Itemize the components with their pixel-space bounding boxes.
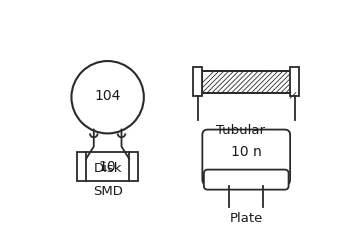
Bar bbox=[202, 71, 291, 93]
Bar bbox=[290, 67, 299, 97]
Text: 104: 104 bbox=[95, 89, 121, 103]
Text: 10 n: 10 n bbox=[231, 145, 262, 159]
Text: Disk: Disk bbox=[94, 162, 122, 175]
Bar bbox=[202, 71, 291, 93]
Text: Plate: Plate bbox=[230, 212, 263, 225]
Text: 10: 10 bbox=[99, 160, 117, 174]
Bar bbox=[77, 152, 139, 181]
FancyBboxPatch shape bbox=[204, 170, 289, 190]
FancyBboxPatch shape bbox=[202, 130, 290, 185]
Text: Tubular: Tubular bbox=[216, 124, 265, 137]
Text: SMD: SMD bbox=[93, 185, 122, 198]
Bar bbox=[193, 67, 202, 97]
